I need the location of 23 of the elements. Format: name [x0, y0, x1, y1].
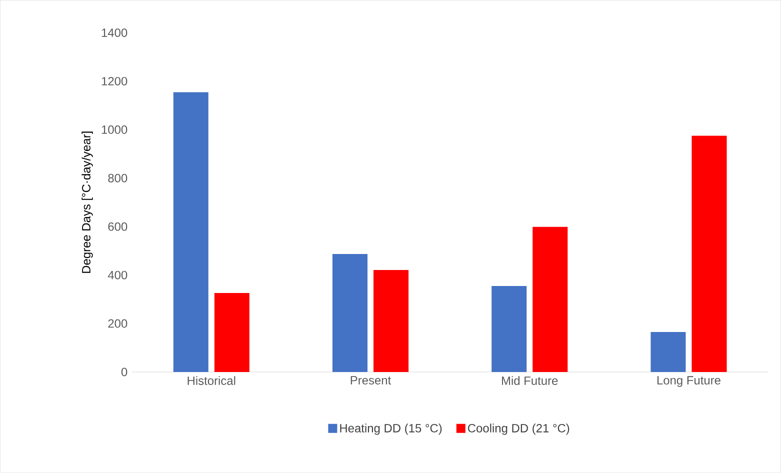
x-tick-label: Present	[350, 376, 392, 385]
bar	[373, 270, 409, 372]
y-axis-title: Degree Days [°C·day/year]	[82, 132, 93, 274]
bar	[532, 226, 568, 372]
y-tick-label: 400	[108, 270, 128, 280]
legend-label: Heating DD (15 °C)	[340, 424, 442, 435]
bar	[173, 92, 208, 372]
y-tick-label: 1400	[102, 28, 128, 38]
legend-label: Cooling DD (21 °C)	[468, 424, 570, 435]
bar	[332, 254, 368, 372]
bar	[650, 332, 686, 372]
y-tick-label: 600	[108, 222, 128, 231]
y-tick-label: 0	[121, 368, 128, 376]
y-tick-label: 1000	[102, 126, 128, 134]
bar	[492, 286, 527, 372]
bar	[214, 293, 250, 372]
x-tick-label: Historical	[188, 376, 236, 386]
x-tick-label: Mid Future	[502, 376, 558, 386]
x-tick-label: Long Future	[657, 376, 720, 388]
y-tick-label: 800	[108, 174, 128, 182]
y-tick-label: 200	[108, 319, 128, 328]
bar	[692, 136, 727, 372]
y-tick-label: 1200	[102, 77, 128, 86]
